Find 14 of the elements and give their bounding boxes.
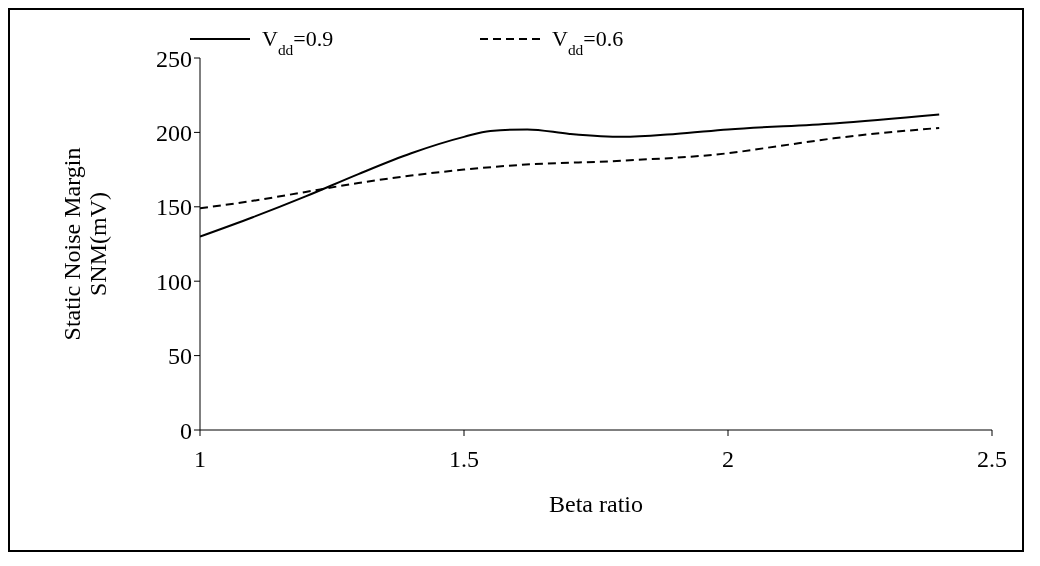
y-tick-label: 200 xyxy=(156,119,192,146)
legend-label: V$_{dd}$=0.9 xyxy=(262,26,334,58)
x-tick-label: 2.5 xyxy=(977,446,1007,473)
y-tick-label: 50 xyxy=(168,343,192,370)
x-tick-label: 1 xyxy=(194,446,206,473)
y-tick-label: 100 xyxy=(156,268,192,295)
y-tick-label: 250 xyxy=(156,45,192,72)
x-tick-label: 2 xyxy=(722,446,734,473)
legend-label: V$_{dd}$=0.6 xyxy=(552,26,624,58)
x-tick-label: 1.5 xyxy=(449,446,479,473)
y-tick-label: 150 xyxy=(156,194,192,221)
y-axis-title: Static Noise Margin SNM(mV) xyxy=(59,147,111,341)
x-axis-title: Beta ratio xyxy=(549,491,643,517)
y-tick-label: 0 xyxy=(180,417,192,444)
